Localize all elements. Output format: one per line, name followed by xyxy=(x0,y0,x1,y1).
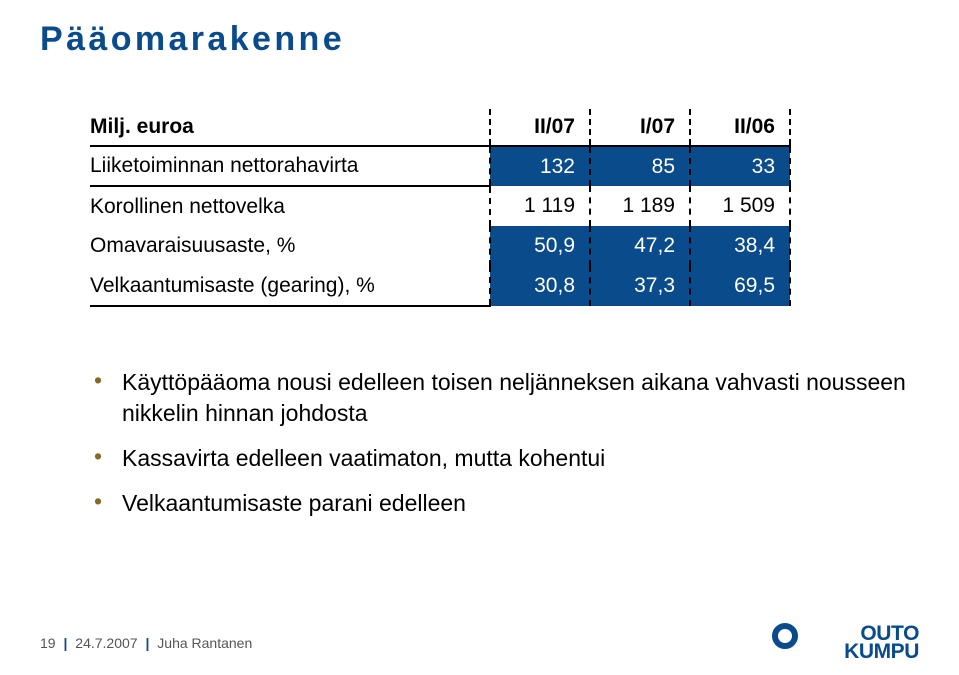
slide-footer: 19 | 24.7.2007 | Juha Rantanen OUTO KUMP… xyxy=(40,625,919,661)
col-header: I/07 xyxy=(590,109,690,146)
footer-author: Juha Rantanen xyxy=(157,635,252,651)
col-header: II/07 xyxy=(490,109,590,146)
row-value: 50,9 xyxy=(490,226,590,266)
row-value: 38,4 xyxy=(690,226,790,266)
bullet-item: Velkaantumisaste parani edelleen xyxy=(120,488,919,519)
row-value: 1 189 xyxy=(590,186,690,226)
row-value: 85 xyxy=(590,146,690,186)
capital-structure-table: Milj. euroa II/07 I/07 II/06 Liiketoimin… xyxy=(90,109,791,307)
row-label: Korollinen nettovelka xyxy=(90,186,490,226)
table-header-row: Milj. euroa II/07 I/07 II/06 xyxy=(90,109,790,146)
table-row: Omavaraisuusaste, %50,947,238,4 xyxy=(90,226,790,266)
col-header: II/06 xyxy=(690,109,790,146)
bullet-item: Kassavirta edelleen vaatimaton, mutta ko… xyxy=(120,443,919,474)
footer-left: 19 | 24.7.2007 | Juha Rantanen xyxy=(40,635,252,651)
footer-date: 24.7.2007 xyxy=(75,635,137,651)
slide-title: Pääomarakenne xyxy=(40,20,919,59)
logo-ring-icon xyxy=(772,623,798,649)
row-value: 47,2 xyxy=(590,226,690,266)
table-corner-label: Milj. euroa xyxy=(90,109,490,146)
bullet-list: Käyttöpääoma nousi edelleen toisen neljä… xyxy=(90,367,919,519)
outokumpu-logo: OUTO KUMPU xyxy=(844,625,919,661)
table-row: Velkaantumisaste (gearing), %30,837,369,… xyxy=(90,266,790,306)
table-row: Korollinen nettovelka1 1191 1891 509 xyxy=(90,186,790,226)
row-value: 37,3 xyxy=(590,266,690,306)
table-row: Liiketoiminnan nettorahavirta1328533 xyxy=(90,146,790,186)
row-value: 132 xyxy=(490,146,590,186)
row-value: 33 xyxy=(690,146,790,186)
row-label: Omavaraisuusaste, % xyxy=(90,226,490,266)
slide-content: Milj. euroa II/07 I/07 II/06 Liiketoimin… xyxy=(40,59,919,675)
row-label: Velkaantumisaste (gearing), % xyxy=(90,266,490,306)
row-value: 30,8 xyxy=(490,266,590,306)
footer-divider: | xyxy=(63,635,67,651)
logo-line2: KUMPU xyxy=(844,643,919,661)
page-number: 19 xyxy=(40,635,56,651)
bullet-item: Käyttöpääoma nousi edelleen toisen neljä… xyxy=(120,367,919,429)
row-value: 1 119 xyxy=(490,186,590,226)
row-label: Liiketoiminnan nettorahavirta xyxy=(90,146,490,186)
row-value: 69,5 xyxy=(690,266,790,306)
row-value: 1 509 xyxy=(690,186,790,226)
footer-divider: | xyxy=(145,635,149,651)
